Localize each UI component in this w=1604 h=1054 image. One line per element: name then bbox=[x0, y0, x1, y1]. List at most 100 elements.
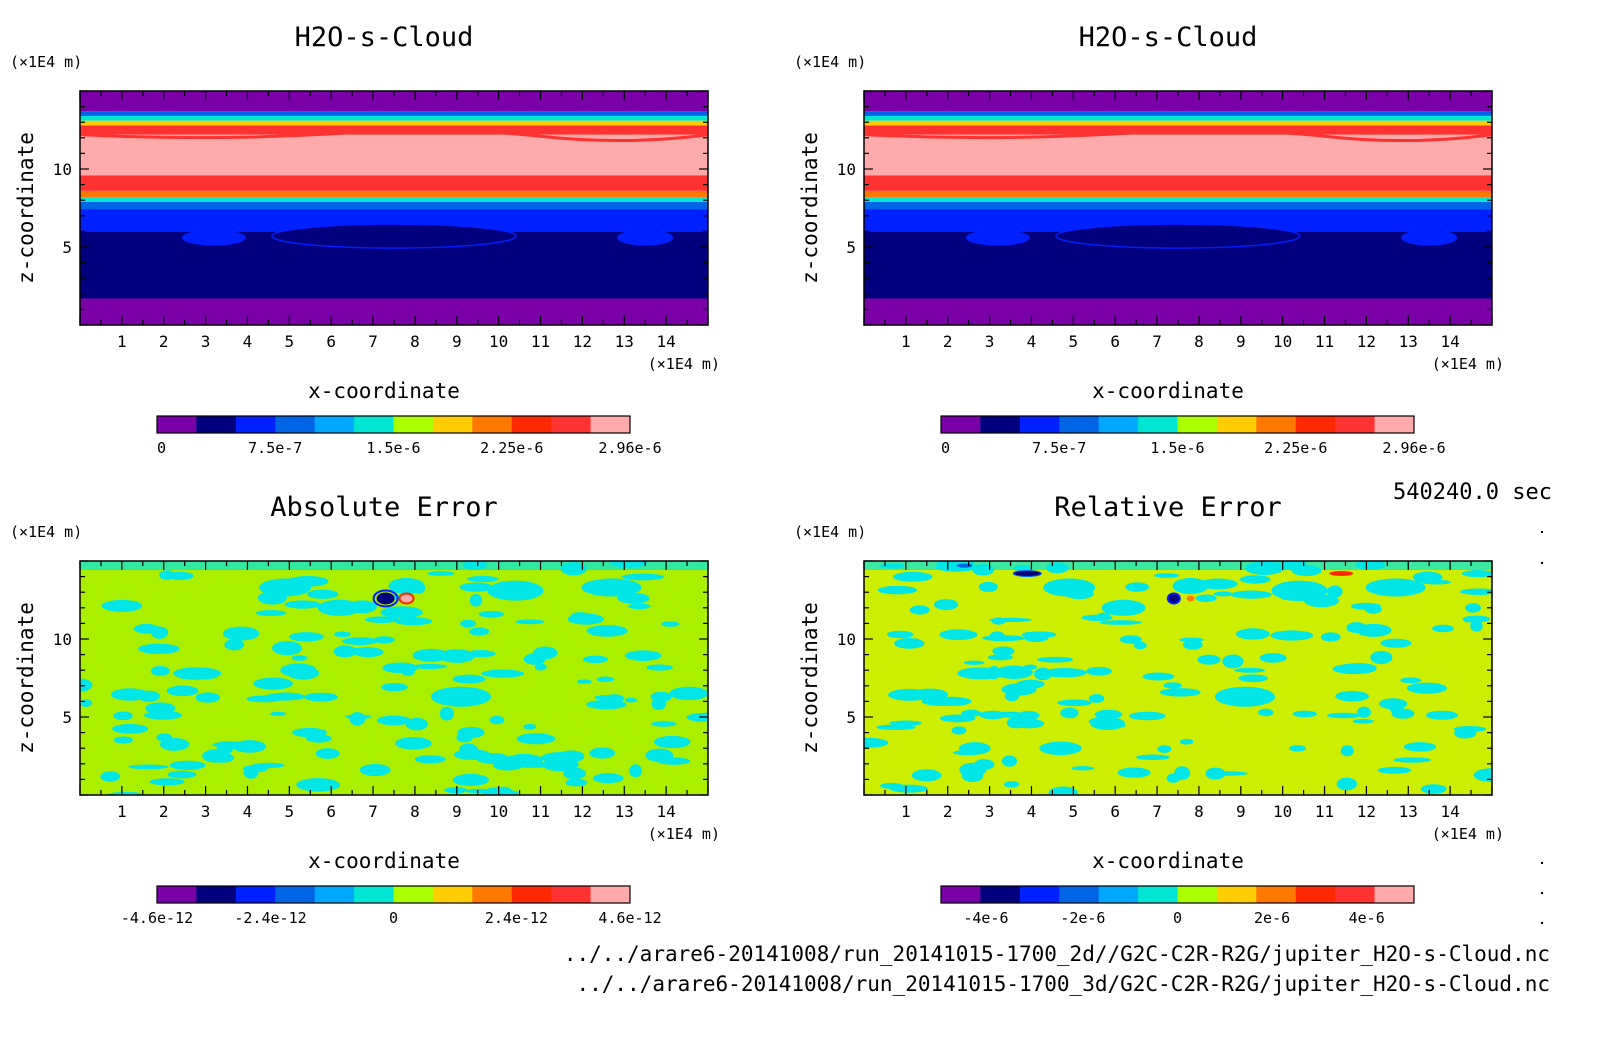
error-blob bbox=[430, 686, 491, 707]
x-tick-label: 4 bbox=[243, 332, 253, 351]
colorbar-swatch bbox=[275, 416, 316, 433]
x-tick-label: 6 bbox=[326, 802, 336, 821]
error-blob bbox=[1357, 706, 1371, 718]
colorbar-label: 2.25e-6 bbox=[480, 439, 543, 457]
error-blob bbox=[411, 663, 447, 670]
error-blob bbox=[1377, 766, 1412, 774]
error-blob bbox=[877, 585, 918, 595]
colorbar-label: 0 bbox=[389, 909, 398, 927]
error-blob bbox=[133, 623, 160, 634]
error-blob bbox=[1006, 717, 1026, 729]
error-blob bbox=[414, 755, 446, 764]
y-tick-label: 10 bbox=[837, 630, 856, 649]
colorbar-swatch bbox=[354, 416, 394, 433]
y-tick-label: 10 bbox=[53, 160, 72, 179]
error-blob bbox=[246, 695, 283, 703]
error-blob bbox=[280, 663, 317, 677]
error-blob bbox=[911, 688, 949, 701]
error-blob bbox=[1086, 666, 1112, 676]
error-blob bbox=[1043, 578, 1096, 597]
error-blob bbox=[1017, 710, 1040, 721]
error-blob bbox=[1166, 773, 1181, 783]
error-blob bbox=[359, 764, 391, 777]
error-blob bbox=[581, 578, 642, 597]
colorbar-swatch bbox=[941, 886, 981, 903]
error-blob bbox=[468, 627, 490, 636]
error-blob bbox=[515, 619, 545, 625]
colorbar-swatch bbox=[1138, 886, 1178, 903]
error-blob bbox=[315, 748, 340, 759]
error-blob bbox=[166, 685, 199, 697]
error-blob bbox=[1340, 745, 1354, 757]
error-blob bbox=[1258, 708, 1274, 717]
error-blob bbox=[317, 599, 362, 616]
contour-band bbox=[80, 91, 708, 112]
error-blob bbox=[444, 787, 468, 794]
error-blob bbox=[467, 575, 499, 583]
error-blob bbox=[333, 631, 351, 638]
error-blob bbox=[128, 764, 169, 770]
error-blob bbox=[963, 660, 985, 665]
contour-band bbox=[864, 91, 1492, 112]
error-blob bbox=[150, 666, 170, 676]
error-blob bbox=[427, 571, 455, 576]
x-tick-label: 2 bbox=[943, 802, 953, 821]
error-blob bbox=[979, 710, 1007, 720]
error-blob bbox=[629, 764, 642, 778]
x-tick-label: 1 bbox=[901, 332, 911, 351]
error-blob bbox=[492, 760, 523, 771]
error-blob bbox=[1238, 674, 1268, 683]
error-blob bbox=[951, 726, 967, 735]
error-blob bbox=[1393, 757, 1432, 763]
error-blob bbox=[463, 788, 495, 794]
error-blob bbox=[651, 697, 667, 711]
error-blob bbox=[1406, 682, 1447, 694]
x-tick-label: 2 bbox=[159, 332, 169, 351]
colorbar-label: 0 bbox=[1173, 909, 1182, 927]
x-tick-label: 8 bbox=[1194, 802, 1204, 821]
colorbar-label: 2.96e-6 bbox=[598, 439, 661, 457]
error-blob bbox=[893, 571, 933, 582]
x-tick-label: 11 bbox=[1315, 332, 1334, 351]
error-blob bbox=[1163, 682, 1182, 689]
error-blob bbox=[452, 674, 486, 684]
error-blob bbox=[252, 762, 285, 768]
error-blob bbox=[523, 723, 537, 730]
x-tick-label: 5 bbox=[1069, 332, 1079, 351]
error-blob bbox=[345, 714, 372, 720]
x-tick-label: 9 bbox=[452, 802, 462, 821]
error-blob bbox=[1327, 585, 1343, 598]
colorbar-swatch bbox=[1019, 416, 1060, 433]
colorbar-swatch bbox=[235, 416, 276, 433]
x-tick-label: 3 bbox=[201, 802, 211, 821]
error-blob bbox=[1179, 738, 1194, 745]
colorbar-label: 7.5e-7 bbox=[248, 439, 302, 457]
x-axis-label: x-coordinate bbox=[308, 379, 460, 403]
error-blob bbox=[284, 600, 321, 609]
colorbar-swatch bbox=[472, 416, 513, 433]
error-blob bbox=[1473, 768, 1492, 782]
error-blob bbox=[489, 715, 505, 725]
error-blob bbox=[487, 580, 544, 601]
error-blob bbox=[542, 758, 579, 772]
error-blob bbox=[1090, 717, 1126, 731]
error-blob bbox=[1326, 712, 1361, 719]
y-tick-label: 10 bbox=[837, 160, 856, 179]
error-blob bbox=[478, 610, 505, 618]
y-unit-label: (×1E4 m) bbox=[794, 53, 866, 71]
error-blob bbox=[567, 613, 604, 625]
error-blob bbox=[558, 750, 585, 761]
x-tick-label: 14 bbox=[657, 802, 676, 821]
error-blob bbox=[1057, 699, 1092, 707]
colorbar-swatch bbox=[1138, 416, 1178, 433]
error-blob bbox=[1350, 602, 1382, 610]
contour-lobe bbox=[617, 229, 674, 246]
colorbar-label: 2.4e-12 bbox=[485, 909, 548, 927]
margin-dot bbox=[1541, 922, 1543, 924]
error-blob bbox=[989, 631, 1005, 642]
x-axis-label: x-coordinate bbox=[1092, 849, 1244, 873]
colorbar-frame bbox=[940, 415, 1415, 434]
x-tick-label: 7 bbox=[1152, 332, 1162, 351]
colorbar-swatch bbox=[1374, 886, 1415, 903]
